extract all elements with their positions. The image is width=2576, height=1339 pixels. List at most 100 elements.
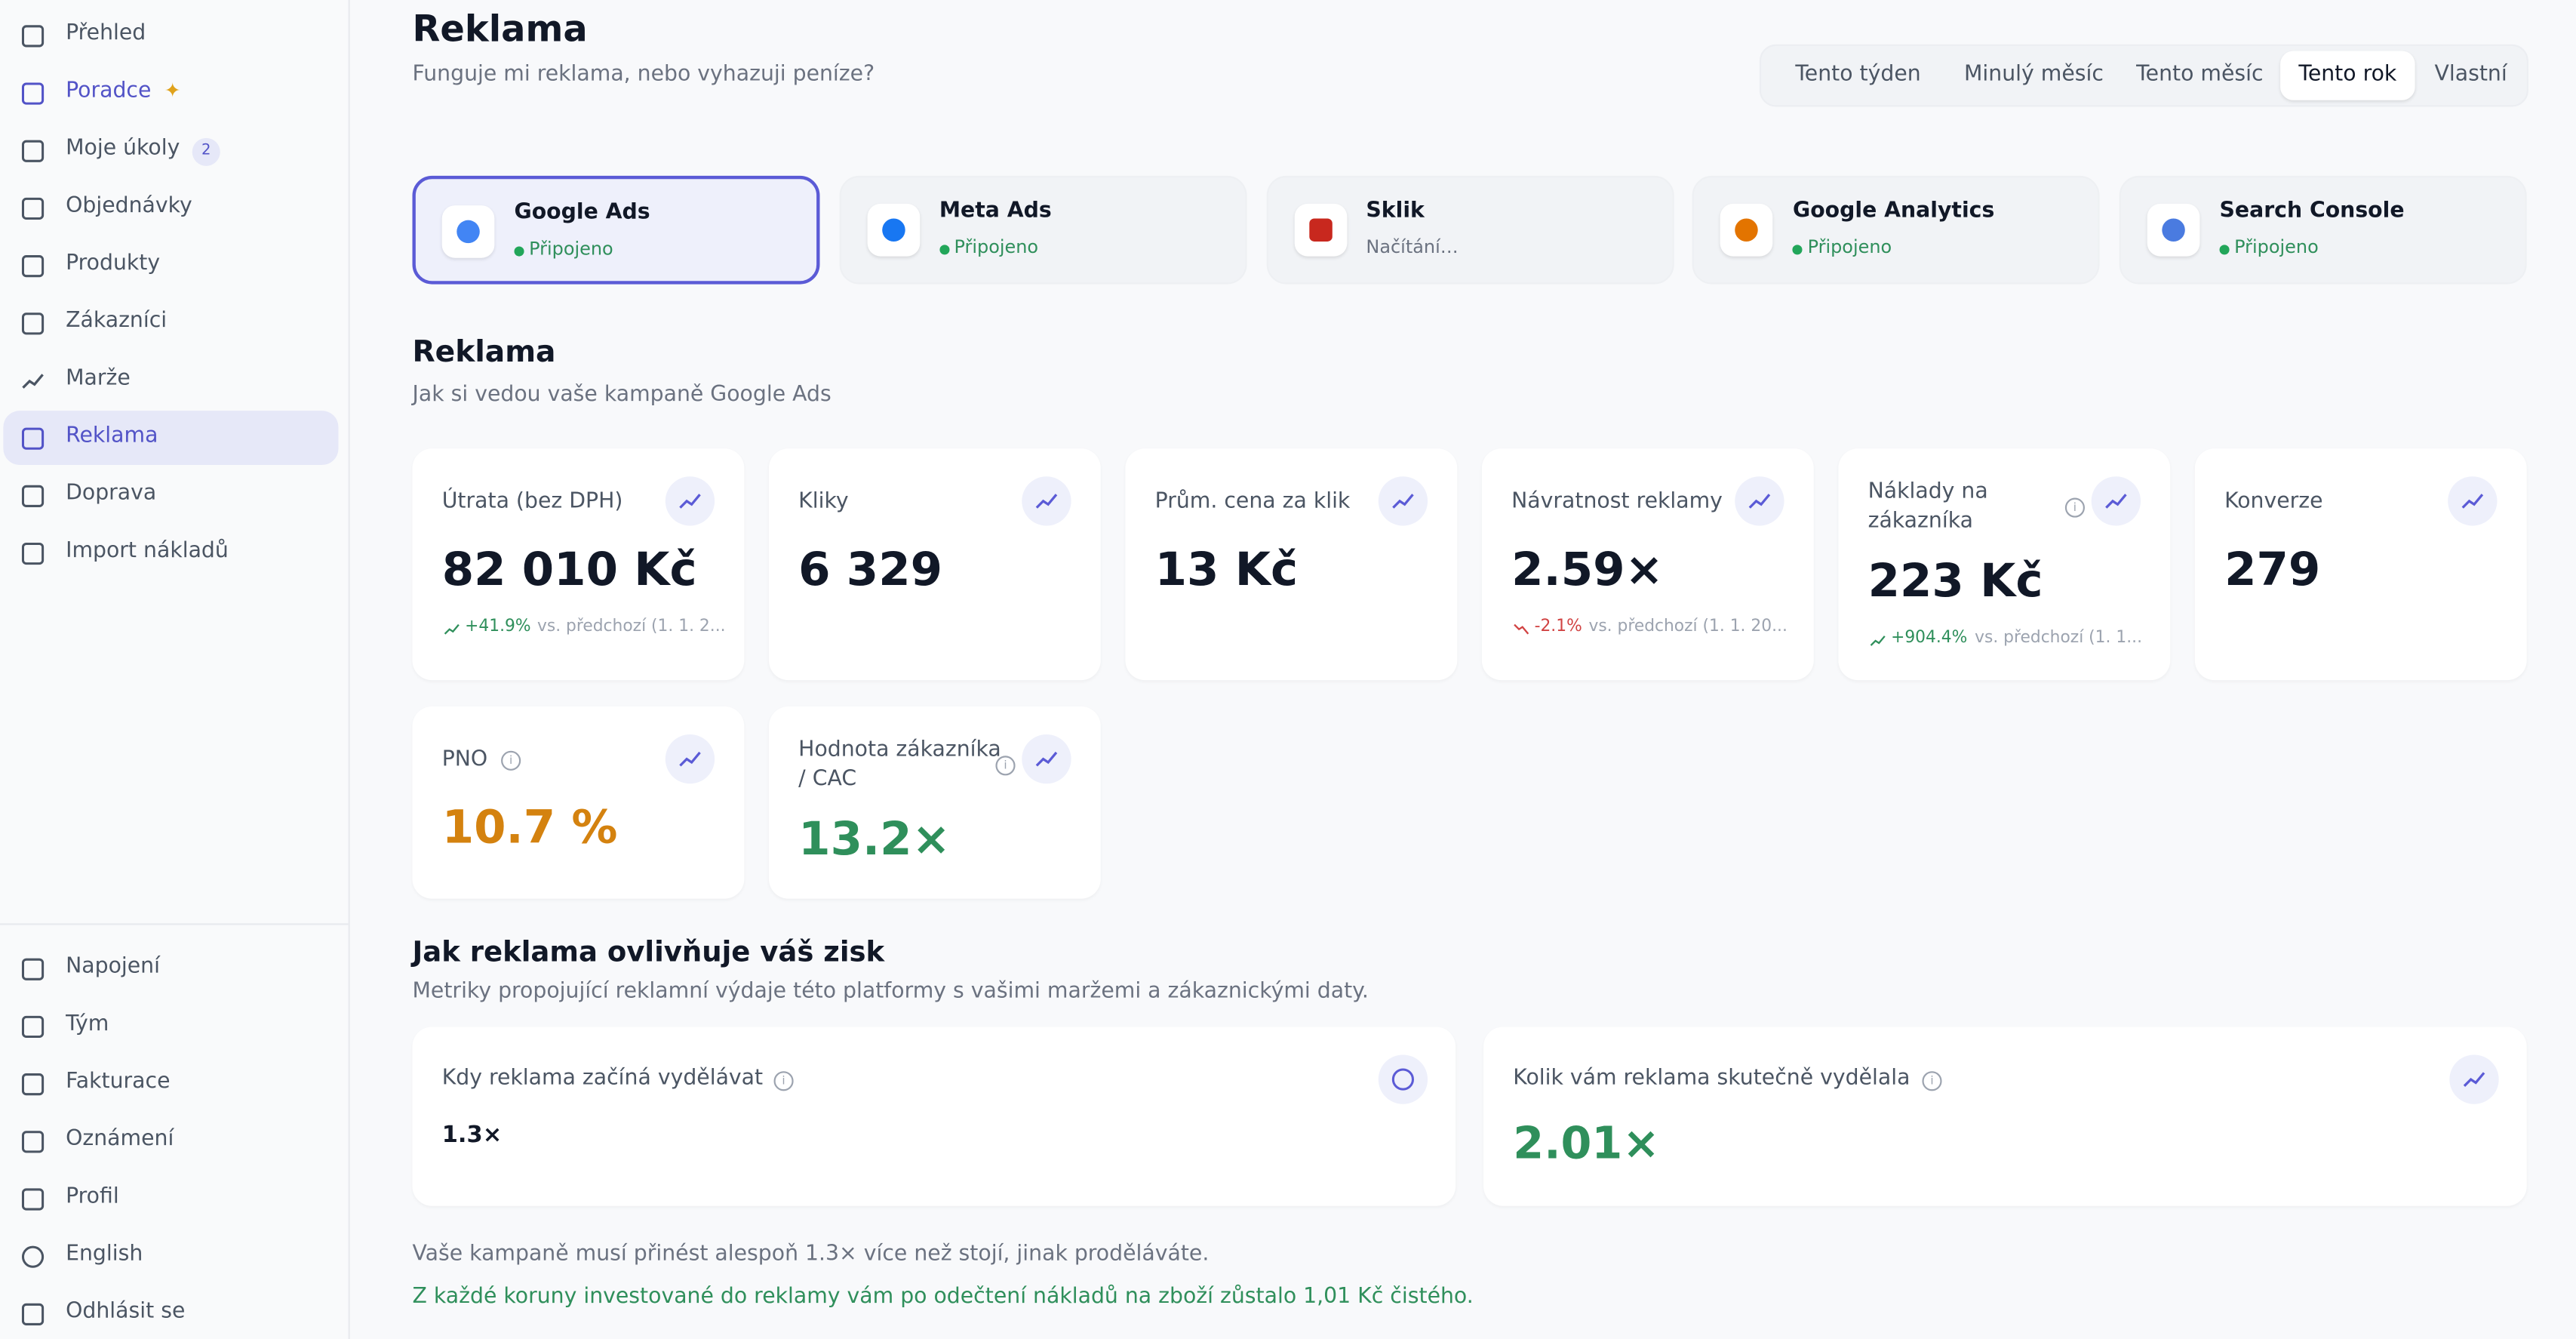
source-card[interactable]: Meta Ads Připojeno: [839, 175, 1247, 285]
nav-item[interactable]: Objednávky: [66, 193, 192, 219]
section-title: Reklama: [412, 335, 556, 370]
icon: [21, 197, 45, 220]
profit-label: Kdy reklama začíná vydělávat: [441, 1066, 764, 1091]
icon: [444, 623, 460, 635]
source-status: Připojeno: [2234, 236, 2319, 258]
sparkle: ✦: [164, 78, 181, 102]
nav-item[interactable]: Tým: [66, 1011, 109, 1037]
nav-active-bg: [3, 411, 339, 466]
nav-item[interactable]: Produkty: [66, 251, 161, 276]
metric-card: PNO i 10.7 %: [412, 706, 745, 899]
source-logo-mark: [2162, 218, 2185, 242]
nav-item[interactable]: Moje úkoly: [66, 136, 180, 162]
trend-icon: [1868, 632, 1886, 650]
metric-card: Hodnota zákazníka / CAC i 13.2×: [768, 706, 1101, 899]
source-status: Načítání…: [1366, 236, 1459, 258]
nav-item[interactable]: Doprava: [66, 481, 157, 506]
source-logo: [1720, 203, 1773, 257]
section-title: Jak reklama ovlivňuje váš zisk: [412, 936, 885, 970]
metric-value: 13 Kč: [1154, 542, 1299, 597]
nav-item[interactable]: Reklama: [66, 423, 158, 449]
metric-value: 279: [2224, 542, 2321, 597]
profit-value: 1.3×: [441, 1122, 503, 1149]
nav-icon: [20, 195, 46, 222]
nav-icon: [20, 368, 46, 395]
section-subtitle: Metriky propojující reklamní výdaje této…: [412, 979, 1369, 1004]
metric-icon: [1022, 476, 1071, 526]
metric-card: Konverze 279: [2194, 448, 2527, 681]
nav-item[interactable]: Fakturace: [66, 1070, 171, 1094]
info-icon: i: [995, 756, 1016, 776]
metric-label: Hodnota zákazníka / CAC: [798, 737, 1001, 793]
metric-icon-glyph: [1034, 488, 1060, 514]
metric-value: 10.7 %: [441, 800, 618, 854]
icon: [679, 751, 701, 767]
info-icon: i: [773, 1071, 794, 1091]
metric-icon-glyph: [1746, 488, 1772, 514]
nav-icon: [20, 483, 46, 509]
info-icon: i: [1922, 1071, 1942, 1091]
metric-value: 223 Kč: [1867, 553, 2043, 608]
metric-label: Konverze: [2224, 489, 2323, 515]
nav-item[interactable]: Profil: [66, 1184, 119, 1210]
metric-compare: vs. předchozí (1. 1. 20...: [1588, 617, 1788, 636]
metric-card: Návratnost reklamy 2.59× -2.1% vs. předchoz…: [1481, 448, 1814, 681]
profit-icon-glyph: [1390, 1067, 1416, 1093]
metric-card: Prům. cena za klik 13 Kč: [1125, 448, 1458, 681]
metric-icon: [665, 476, 715, 526]
nav-item[interactable]: Marže: [66, 366, 131, 392]
metric-icon-glyph: [677, 746, 703, 772]
period-tabs: Tento týden Minulý měsíc Tento měsíc Tento …: [1759, 44, 2528, 107]
source-logo-mark: [1308, 218, 1332, 242]
nav-item[interactable]: Přehled: [66, 21, 146, 46]
source-card[interactable]: Google Ads Připojeno: [412, 175, 820, 285]
source-card[interactable]: Search Console Připojeno: [2119, 175, 2527, 285]
period-tab[interactable]: Tento měsíc: [2136, 62, 2264, 88]
metric-label: Návratnost reklamy: [1511, 489, 1723, 515]
nav-item[interactable]: Odhlásit se: [66, 1299, 186, 1325]
period-tab[interactable]: Minulý měsíc: [1963, 62, 2104, 88]
status-dot: [2219, 245, 2230, 255]
metric-icon: [1735, 476, 1784, 526]
period-tab[interactable]: Tento rok: [2280, 51, 2415, 100]
nav-item[interactable]: Oznámení: [66, 1127, 174, 1152]
period-tab[interactable]: Tento týden: [1795, 62, 1921, 88]
icon: [21, 1131, 45, 1153]
source-card[interactable]: Sklik Načítání…: [1265, 175, 1674, 285]
nav-item[interactable]: English: [66, 1242, 143, 1267]
nav-item[interactable]: Poradce: [66, 78, 152, 104]
nav-icon: [20, 23, 46, 49]
nav-item[interactable]: Napojení: [66, 954, 160, 980]
icon: [1035, 494, 1058, 509]
icon: [21, 140, 45, 162]
icon: [679, 494, 701, 509]
period-tab[interactable]: Vlastní: [2434, 62, 2507, 88]
trend-icon: [443, 620, 461, 638]
icon: [21, 1015, 45, 1039]
trend-icon: [1512, 620, 1530, 638]
icon: [2105, 494, 2127, 509]
info-icon: i: [2064, 497, 2085, 518]
page-title: Reklama: [412, 10, 588, 51]
icon: [21, 485, 45, 507]
nav-item[interactable]: Zákazníci: [66, 309, 168, 334]
nav-icon: [20, 1071, 46, 1097]
profit-card: Kdy reklama začíná vydělávat i 1.3×: [412, 1027, 1456, 1206]
icon: [21, 1245, 45, 1268]
status-dot: [1792, 245, 1803, 255]
icon: [21, 1188, 45, 1211]
metric-icon-glyph: [2103, 488, 2129, 514]
metric-label: Náklady na zákazníka: [1867, 479, 1988, 534]
sidebar-divider: [0, 923, 349, 925]
nav-item[interactable]: Import nákladů: [66, 538, 229, 564]
nav-icon: [20, 1128, 46, 1155]
metric-value: 13.2×: [798, 811, 951, 867]
nav-icon: [20, 1014, 46, 1040]
metric-value: 82 010 Kč: [441, 542, 697, 597]
source-card[interactable]: Google Analytics Připojeno: [1692, 175, 2101, 285]
source-logo-mark: [456, 220, 480, 244]
icon: [21, 82, 45, 105]
metric-icon: [2091, 476, 2141, 526]
nav-badge: 2: [192, 137, 220, 166]
